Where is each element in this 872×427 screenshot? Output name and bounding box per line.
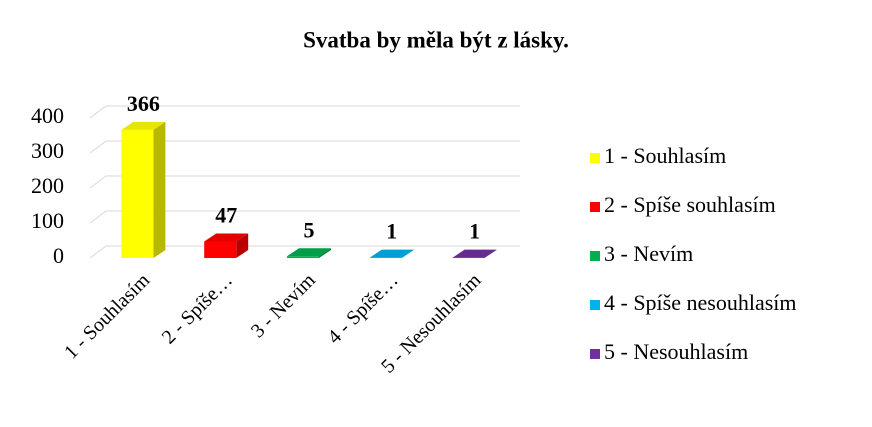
bar-face xyxy=(121,121,166,130)
chart-title: Svatba by měla být z lásky. xyxy=(303,27,569,52)
bar-face xyxy=(452,249,497,258)
y-tick-label: 100 xyxy=(31,208,64,233)
y-tick-label: 400 xyxy=(31,103,64,128)
grid-line xyxy=(89,105,520,119)
grid-line xyxy=(89,140,520,154)
data-label: 1 xyxy=(469,219,480,244)
data-label: 5 xyxy=(304,217,315,242)
bar-face xyxy=(153,121,166,259)
legend-swatch xyxy=(590,153,600,163)
bar-face xyxy=(121,129,154,258)
bar-face xyxy=(287,256,319,258)
bar-face xyxy=(369,249,414,258)
bar xyxy=(287,248,331,258)
y-tick-label: 200 xyxy=(31,173,64,198)
x-tick-label: 3 - Nevím xyxy=(247,269,320,342)
grid-line xyxy=(89,210,520,224)
x-tick-label: 4 - Spíše… xyxy=(323,269,402,348)
bar-face xyxy=(484,249,497,258)
legend-label: 5 - Nesouhlasím xyxy=(604,339,748,364)
legend-swatch xyxy=(590,300,600,310)
data-label: 366 xyxy=(127,91,160,116)
bar-face xyxy=(204,241,237,258)
bar-face xyxy=(401,249,414,258)
legend-swatch xyxy=(590,251,600,261)
data-label: 47 xyxy=(215,203,237,228)
legend-label: 1 - Souhlasím xyxy=(604,143,726,168)
legend-label: 4 - Spíše nesouhlasím xyxy=(604,290,797,315)
bar xyxy=(452,249,497,258)
y-tick-label: 300 xyxy=(31,138,64,163)
data-label: 1 xyxy=(386,219,397,244)
y-tick-label: 0 xyxy=(53,243,64,268)
x-tick-label: 2 - Spíše… xyxy=(158,269,237,348)
grid-line xyxy=(89,175,520,189)
grid-line xyxy=(89,245,520,259)
legend-swatch xyxy=(590,202,600,212)
bar xyxy=(121,121,166,259)
legend-swatch xyxy=(590,349,600,359)
bar xyxy=(204,233,249,258)
legend-label: 2 - Spíše souhlasím xyxy=(604,192,776,217)
bar-face xyxy=(287,248,331,257)
x-tick-label: 1 - Souhlasím xyxy=(60,269,154,363)
legend-label: 3 - Nevím xyxy=(604,241,693,266)
bar-face xyxy=(319,248,331,258)
bar-face xyxy=(236,233,249,258)
bar-face xyxy=(204,233,249,242)
bar xyxy=(369,249,414,258)
